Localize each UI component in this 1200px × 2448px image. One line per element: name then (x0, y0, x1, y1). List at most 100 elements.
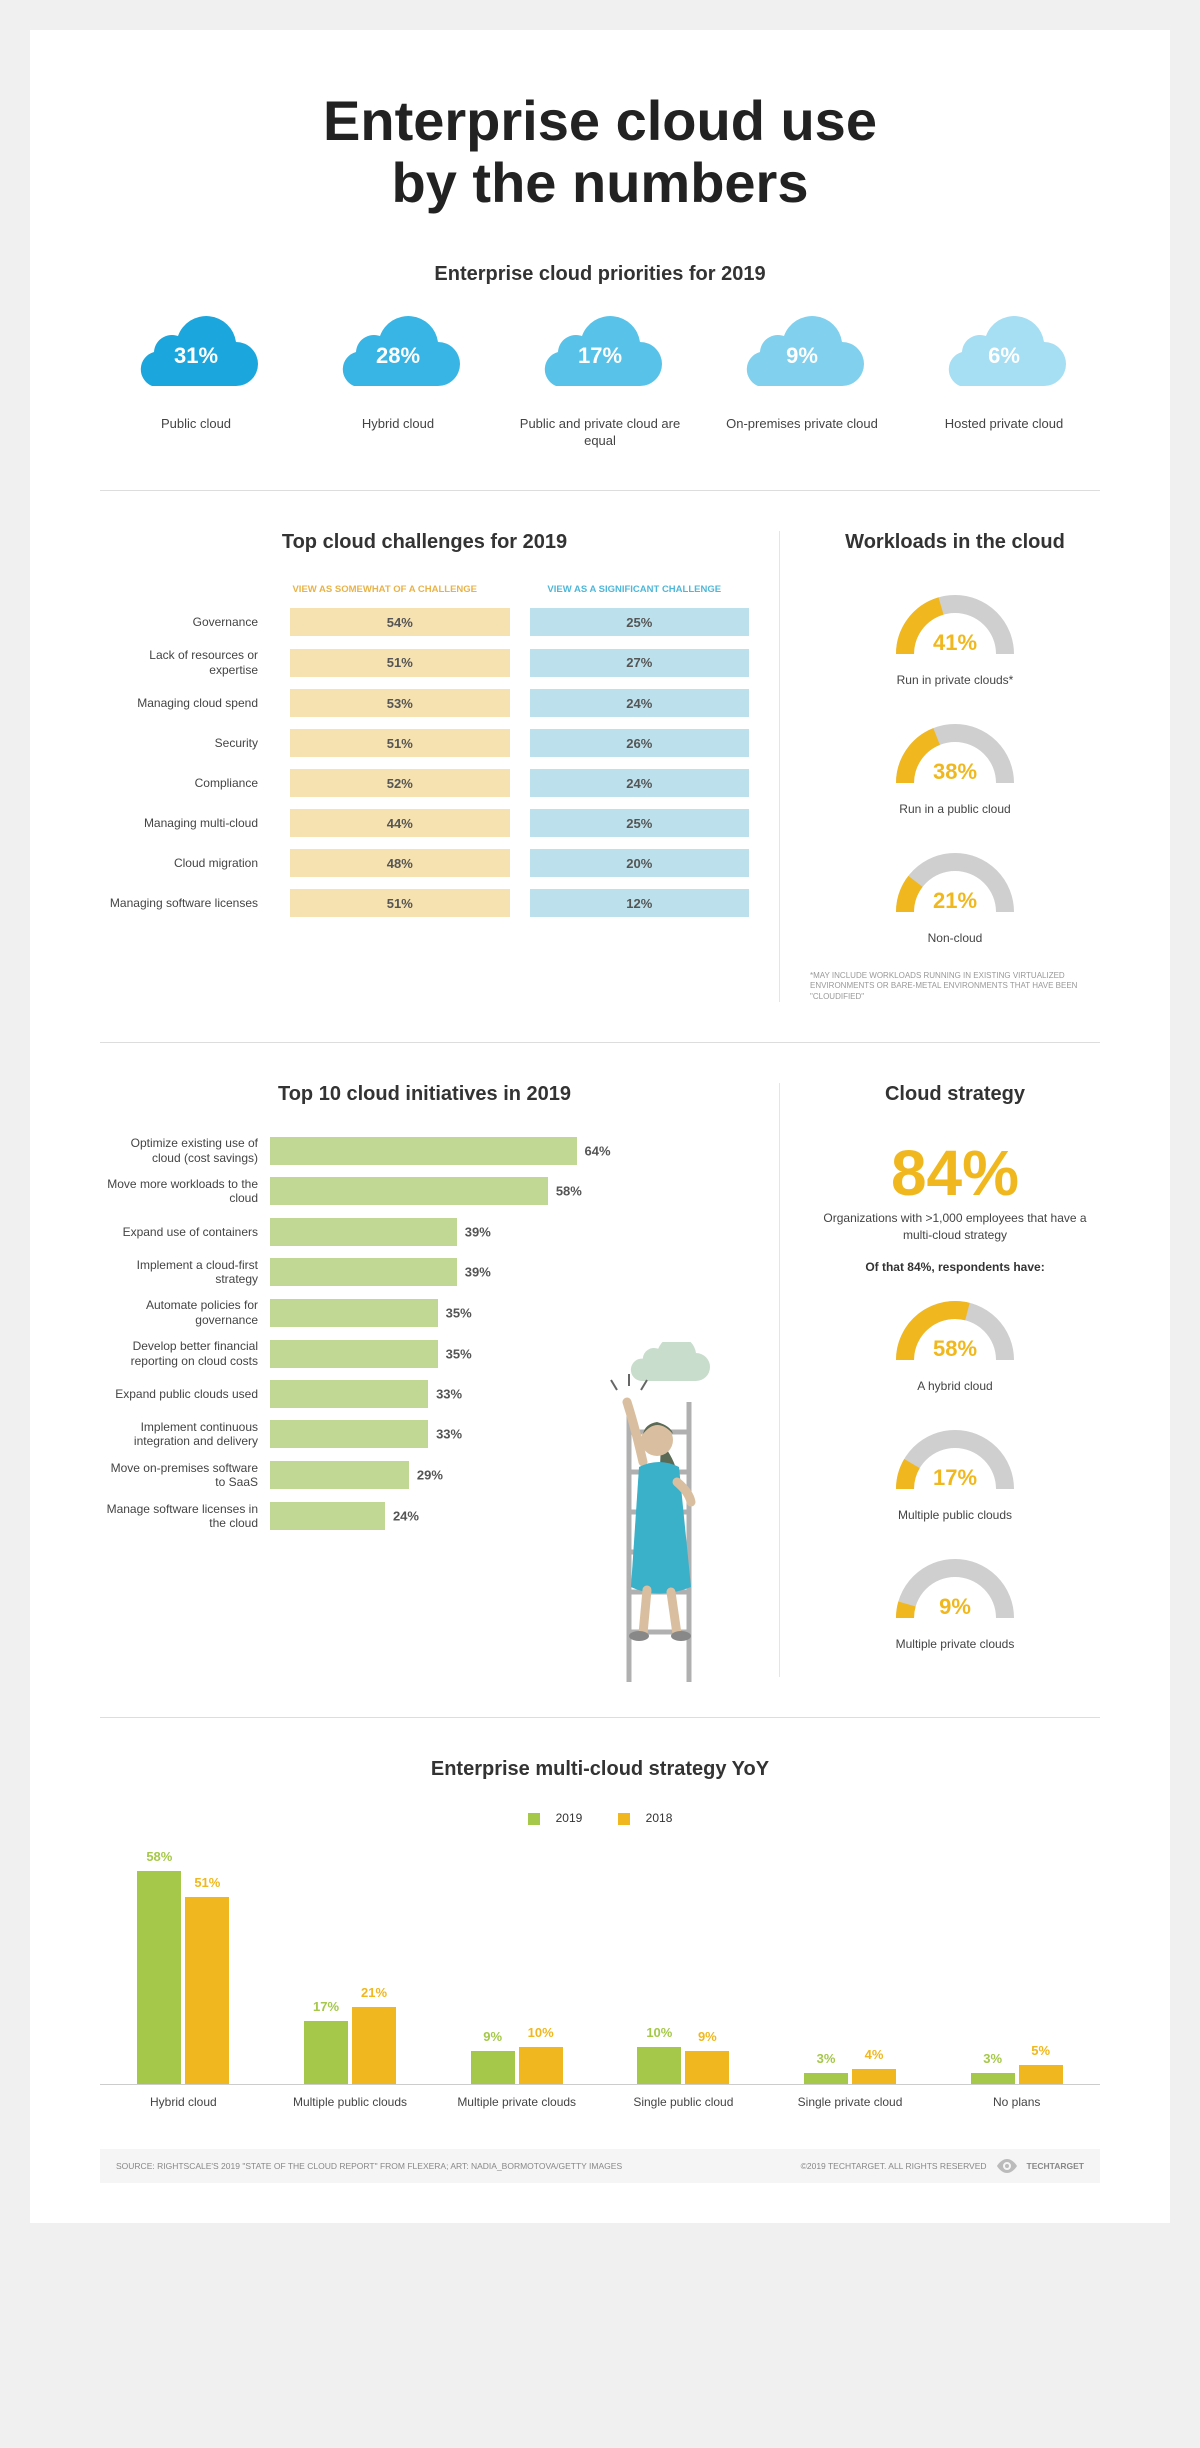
priorities-subtitle: Enterprise cloud priorities for 2019 (100, 263, 1100, 286)
yoy-bar-pct: 3% (983, 2051, 1002, 2066)
challenges-body: Governance 54% 25% Lack of resources or … (100, 608, 749, 917)
yoy-bar-2018: 10% (519, 2047, 563, 2084)
priority-label: Public and private cloud are equal (504, 416, 696, 450)
initiative-bar-wrap: 33% (270, 1420, 749, 1448)
yoy-group: 3% 5% (933, 2065, 1100, 2083)
initiatives-subtitle: Top 10 cloud initiatives in 2019 (100, 1083, 749, 1106)
initiative-pct: 29% (417, 1468, 443, 1483)
initiative-pct: 35% (446, 1346, 472, 1361)
initiative-pct: 24% (393, 1509, 419, 1524)
workload-gauge: 21% Non-cloud (810, 842, 1100, 945)
challenge-label: Managing cloud spend (100, 696, 270, 710)
title-line-1: Enterprise cloud use (323, 89, 877, 152)
challenges-workloads-row: Top cloud challenges for 2019 VIEW AS SO… (100, 531, 1100, 1002)
initiative-pct: 33% (436, 1387, 462, 1402)
challenge-bar-somewhat: 51% (290, 729, 510, 757)
initiative-label: Manage software licenses in the cloud (100, 1502, 270, 1531)
initiative-row: Move more workloads to the cloud 58% (100, 1177, 749, 1206)
svg-text:38%: 38% (933, 759, 977, 784)
priority-label: Public cloud (100, 416, 292, 433)
challenge-label: Managing software licenses (100, 896, 270, 910)
initiative-row: Expand use of containers 39% (100, 1218, 749, 1246)
initiative-bar-wrap: 29% (270, 1461, 749, 1489)
legend-2018: 2018 (610, 1811, 681, 1825)
initiative-bar (270, 1137, 577, 1165)
initiative-bar-wrap: 35% (270, 1299, 749, 1327)
cloud-icon: 9% (732, 316, 872, 406)
priority-pct: 9% (786, 343, 818, 369)
cloud-icon: 31% (126, 316, 266, 406)
challenge-bar-somewhat: 51% (290, 889, 510, 917)
yoy-bar-2018: 5% (1019, 2065, 1063, 2083)
challenge-label: Governance (100, 615, 270, 629)
challenge-row: Managing cloud spend 53% 24% (100, 689, 749, 717)
priority-item: 17% Public and private cloud are equal (504, 316, 696, 450)
svg-text:21%: 21% (933, 888, 977, 913)
yoy-bar-2018: 9% (685, 2051, 729, 2084)
yoy-group: 17% 21% (267, 2007, 434, 2084)
yoy-group-label: Hybrid cloud (100, 2095, 267, 2109)
initiative-bar-wrap: 58% (270, 1177, 749, 1205)
initiative-bar-wrap: 33% (270, 1380, 749, 1408)
divider (100, 1042, 1100, 1043)
challenge-bar-significant: 26% (530, 729, 750, 757)
priority-item: 6% Hosted private cloud (908, 316, 1100, 450)
workloads-note: *May include workloads running in existi… (810, 971, 1100, 1002)
yoy-bar-2019: 3% (804, 2073, 848, 2084)
initiative-bar-wrap: 24% (270, 1502, 749, 1530)
cloud-icon: 28% (328, 316, 468, 406)
initiative-pct: 39% (465, 1224, 491, 1239)
svg-text:58%: 58% (933, 1336, 977, 1361)
page-title: Enterprise cloud use by the numbers (100, 90, 1100, 213)
yoy-group-label: Single private cloud (767, 2095, 934, 2109)
footer-source: Source: Rightscale's 2019 "State of the … (116, 2161, 622, 2171)
yoy-group-label: No plans (933, 2095, 1100, 2109)
initiatives-body: Optimize existing use of cloud (cost sav… (100, 1136, 749, 1530)
workloads-col: Workloads in the cloud 41% Run in privat… (810, 531, 1100, 1002)
yoy-bar-pct: 9% (698, 2029, 717, 2044)
challenge-row: Compliance 52% 24% (100, 769, 749, 797)
initiative-label: Optimize existing use of cloud (cost sav… (100, 1136, 270, 1165)
initiatives-strategy-row: Top 10 cloud initiatives in 2019 Optimiz… (100, 1083, 1100, 1677)
initiative-bar (270, 1340, 438, 1368)
challenges-subtitle: Top cloud challenges for 2019 (100, 531, 749, 554)
yoy-group-label: Multiple public clouds (267, 2095, 434, 2109)
yoy-chart: 58% 51% 17% 21% 9% 10% 10% 9% 3% 4% 3% (100, 1845, 1100, 2085)
challenges-header-significant: VIEW AS A SIGNIFICANT CHALLENGE (520, 584, 750, 596)
initiatives-col: Top 10 cloud initiatives in 2019 Optimiz… (100, 1083, 780, 1677)
yoy-bar-2019: 58% (137, 1871, 181, 2084)
challenge-label: Security (100, 736, 270, 750)
priority-pct: 17% (578, 343, 622, 369)
challenge-bar-somewhat: 54% (290, 608, 510, 636)
title-line-2: by the numbers (392, 151, 809, 214)
challenge-bar-somewhat: 53% (290, 689, 510, 717)
svg-text:41%: 41% (933, 630, 977, 655)
initiative-row: Optimize existing use of cloud (cost sav… (100, 1136, 749, 1165)
yoy-bar-2019: 3% (971, 2073, 1015, 2084)
yoy-bar-pct: 10% (646, 2025, 672, 2040)
initiative-pct: 33% (436, 1427, 462, 1442)
challenge-row: Managing multi-cloud 44% 25% (100, 809, 749, 837)
priority-item: 9% On-premises private cloud (706, 316, 898, 450)
workload-label: Run in a public cloud (810, 802, 1100, 816)
strategy-gauge-label: Multiple private clouds (810, 1637, 1100, 1651)
initiative-bar (270, 1299, 438, 1327)
challenges-col: Top cloud challenges for 2019 VIEW AS SO… (100, 531, 780, 1002)
yoy-bar-2018: 51% (185, 1897, 229, 2084)
yoy-bar-pct: 21% (361, 1985, 387, 2000)
yoy-group-label: Single public cloud (600, 2095, 767, 2109)
yoy-bar-pct: 17% (313, 1999, 339, 2014)
workload-label: Non-cloud (810, 931, 1100, 945)
challenge-row: Governance 54% 25% (100, 608, 749, 636)
initiative-label: Expand use of containers (100, 1225, 270, 1239)
challenge-bar-somewhat: 48% (290, 849, 510, 877)
initiative-bar (270, 1502, 385, 1530)
swatch-2019 (528, 1813, 540, 1825)
challenge-bar-significant: 24% (530, 769, 750, 797)
initiative-row: Develop better financial reporting on cl… (100, 1339, 749, 1368)
initiative-label: Develop better financial reporting on cl… (100, 1339, 270, 1368)
challenge-bar-significant: 24% (530, 689, 750, 717)
svg-text:17%: 17% (933, 1465, 977, 1490)
swatch-2018 (618, 1813, 630, 1825)
footer: Source: Rightscale's 2019 "State of the … (100, 2149, 1100, 2183)
